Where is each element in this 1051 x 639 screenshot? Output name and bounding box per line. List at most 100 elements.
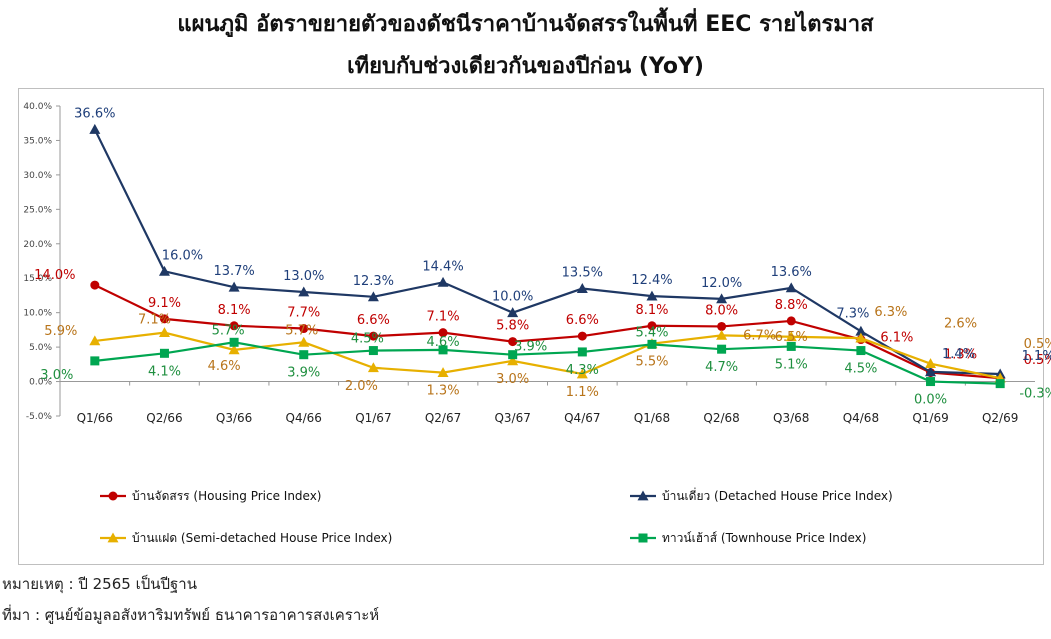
data-point-townhouse — [856, 346, 866, 356]
data-label-housing: 7.1% — [427, 310, 460, 325]
x-tick-label: Q4/66 — [286, 411, 322, 425]
data-point-housing — [229, 321, 239, 331]
data-point-housing — [90, 280, 100, 290]
legend-marker-housing — [108, 491, 118, 501]
data-label-detached: 14.4% — [422, 259, 463, 274]
legend-marker-semi — [107, 532, 119, 543]
data-label-semi: 1.3% — [427, 384, 460, 399]
data-label-townhouse: 0.0% — [914, 393, 947, 408]
legend-label-semi: บ้านแฝด (Semi-detached House Price Index… — [132, 531, 392, 545]
data-label-detached: 1.4% — [942, 347, 975, 362]
data-label-semi: 2.0% — [345, 379, 378, 394]
data-label-semi: 5.7% — [285, 323, 318, 338]
data-label-detached: 16.0% — [162, 248, 203, 263]
data-point-semi — [925, 358, 937, 369]
line-chart: -5.0% 0.0% 5.0% 10.0% 15.0% 20.0% 25.0% 30.0% 35… — [23, 102, 1051, 545]
data-label-detached: 10.0% — [492, 290, 533, 305]
data-point-semi — [367, 362, 379, 373]
data-point-detached — [507, 307, 519, 318]
data-point-townhouse — [717, 344, 727, 354]
data-point-townhouse — [229, 337, 239, 347]
data-point-semi — [298, 336, 310, 347]
y-tick-label: 25.0% — [23, 205, 52, 215]
data-point-housing — [438, 328, 448, 338]
chart-title-line2: เทียบกับช่วงเดียวกันของปีก่อน (YoY) — [347, 54, 704, 79]
series-line-semi — [94, 331, 1001, 380]
data-label-semi: 6.7% — [743, 328, 776, 343]
data-point-townhouse — [926, 377, 936, 387]
data-label-housing: 14.0% — [34, 268, 75, 283]
data-label-semi: 5.9% — [44, 324, 77, 339]
x-tick-label: Q2/69 — [982, 411, 1018, 425]
data-point-detached — [716, 293, 728, 304]
data-label-semi: 5.5% — [635, 355, 668, 370]
data-label-detached: 1.1% — [1022, 349, 1051, 364]
data-point-semi — [89, 335, 101, 346]
data-label-detached: 7.3% — [836, 306, 869, 321]
data-point-housing — [508, 337, 518, 347]
x-tick-label: Q4/68 — [843, 411, 879, 425]
data-point-housing — [577, 331, 587, 341]
y-tick-label: 20.0% — [23, 240, 52, 250]
data-point-semi — [576, 368, 588, 379]
data-label-townhouse: 4.5% — [351, 332, 384, 347]
legend-label-townhouse: ทาวน์เฮ้าส์ (Townhouse Price Index) — [662, 531, 866, 545]
x-tick-label: Q3/68 — [773, 411, 809, 425]
data-point-housing — [299, 324, 309, 334]
legend-label-housing: บ้านจัดสรร (Housing Price Index) — [132, 489, 322, 503]
y-tick-label: -5.0% — [26, 412, 53, 422]
data-label-townhouse: -0.3% — [1019, 387, 1051, 402]
data-label-detached: 36.6% — [74, 106, 115, 121]
data-label-semi: 6.5% — [775, 330, 808, 345]
data-label-townhouse: 3.0% — [40, 368, 73, 383]
series-line-housing — [94, 284, 1001, 380]
data-label-detached: 13.6% — [771, 265, 812, 280]
data-label-townhouse: 5.7% — [212, 323, 245, 338]
data-point-semi — [855, 332, 867, 343]
data-label-housing: 8.8% — [775, 298, 808, 313]
y-tick-label: 40.0% — [23, 102, 52, 112]
y-tick-label: 15.0% — [23, 274, 52, 284]
data-label-townhouse: 3.9% — [514, 340, 547, 355]
data-point-semi — [785, 331, 797, 342]
data-point-townhouse — [786, 341, 796, 351]
x-tick-label: Q1/68 — [634, 411, 670, 425]
data-label-housing: 1.3% — [944, 348, 977, 363]
data-point-townhouse — [647, 339, 657, 349]
chart-frame — [18, 88, 1044, 565]
data-point-detached — [925, 366, 937, 377]
footnote: หมายเหตุ : ปี 2565 เป็นปีฐาน — [2, 575, 197, 593]
data-point-detached — [437, 276, 449, 287]
x-tick-label: Q2/66 — [146, 411, 182, 425]
data-point-townhouse — [577, 347, 587, 357]
data-label-housing: 9.1% — [148, 296, 181, 311]
data-label-housing: 6.6% — [357, 313, 390, 328]
data-point-semi — [716, 329, 728, 340]
x-tick-label: Q2/68 — [703, 411, 739, 425]
data-label-townhouse: 5.4% — [635, 325, 668, 340]
data-point-semi — [158, 327, 170, 338]
data-point-townhouse — [159, 348, 169, 358]
data-label-townhouse: 3.9% — [287, 366, 320, 381]
data-point-housing — [786, 316, 796, 326]
data-label-townhouse: 4.6% — [427, 335, 460, 350]
data-label-detached: 12.4% — [631, 273, 672, 288]
data-point-townhouse — [299, 350, 309, 360]
data-label-detached: 12.0% — [701, 276, 742, 291]
data-point-townhouse — [90, 356, 100, 366]
y-tick-label: 35.0% — [23, 136, 52, 146]
chart-title-line1: แผนภูมิ อัตราขยายตัวของดัชนีราคาบ้านจัดส… — [177, 12, 874, 37]
data-point-townhouse — [438, 345, 448, 355]
data-point-detached — [855, 325, 867, 336]
data-label-detached: 12.3% — [353, 274, 394, 289]
x-tick-label: Q1/66 — [77, 411, 113, 425]
data-label-semi: 7.1% — [138, 313, 171, 328]
data-point-detached — [785, 282, 797, 293]
series-line-detached — [93, 128, 1001, 376]
x-tick-label: Q2/67 — [425, 411, 461, 425]
data-label-housing: 6.6% — [566, 313, 599, 328]
data-label-semi: 6.3% — [874, 305, 907, 320]
data-label-townhouse: 4.3% — [566, 363, 599, 378]
data-label-townhouse: 4.1% — [148, 364, 181, 379]
data-point-detached — [367, 291, 379, 302]
